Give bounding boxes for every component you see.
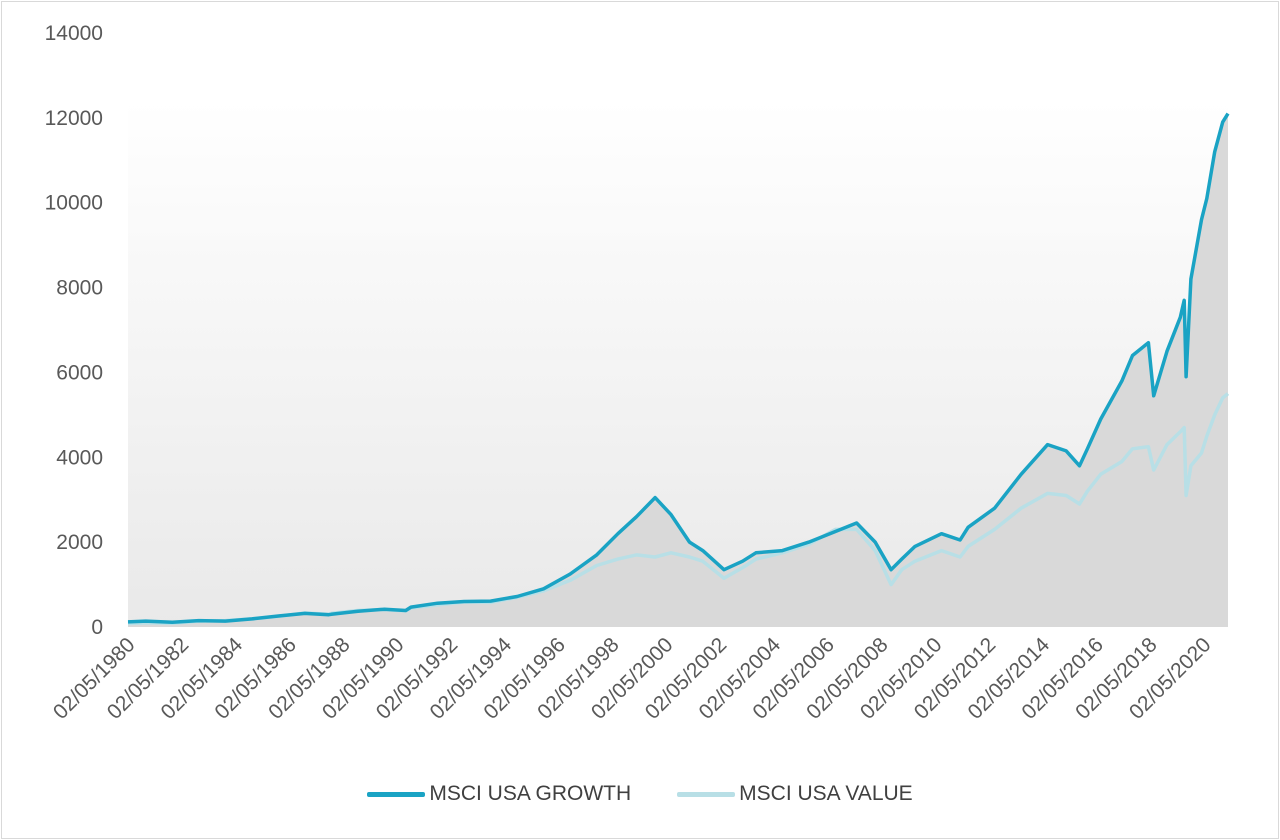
- y-tick-label: 10000: [45, 192, 103, 215]
- y-tick-label: 14000: [45, 22, 103, 45]
- legend-label-growth: MSCI USA GROWTH: [429, 782, 632, 805]
- y-tick-label: 4000: [56, 446, 103, 469]
- area-fill-layer: [128, 113, 1228, 628]
- y-tick-label: 6000: [56, 361, 103, 384]
- y-axis: 0 2000 4000 6000 8000 10000 12000 14000: [45, 22, 103, 639]
- y-tick-label: 0: [91, 616, 103, 639]
- series-line-growth[interactable]: [127, 112, 1230, 625]
- legend-swatch-growth: [367, 791, 426, 797]
- line-chart: 0 2000 4000 6000 8000 10000 12000 14000 02/05/1…: [45, 22, 1230, 724]
- legend-item-growth[interactable]: MSCI USA GROWTH: [367, 782, 631, 806]
- y-tick-label: 8000: [56, 277, 103, 300]
- legend: MSCI USA GROWTH MSCI USA VALUE: [0, 782, 1280, 806]
- x-axis: 02/05/198002/05/198202/05/198402/05/1986…: [49, 633, 1216, 724]
- y-tick-label: 12000: [45, 107, 103, 130]
- y-tick-label: 2000: [56, 531, 103, 554]
- area-fill: [128, 113, 1228, 628]
- legend-swatch-value: [677, 791, 736, 797]
- legend-label-value: MSCI USA VALUE: [739, 782, 913, 805]
- legend-item-value[interactable]: MSCI USA VALUE: [677, 782, 913, 806]
- series-layer: [127, 112, 1230, 626]
